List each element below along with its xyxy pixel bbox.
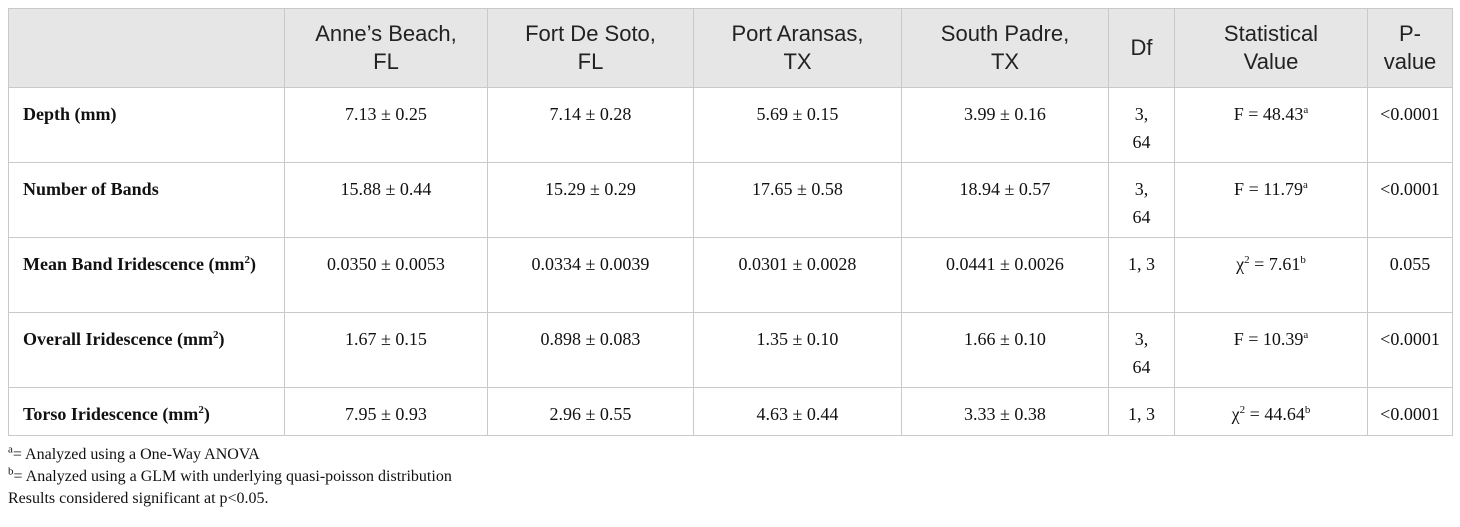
cell-statistical-value: F = 11.79a (1174, 162, 1368, 238)
cell-df: 3, 64 (1108, 87, 1175, 163)
header-blank (8, 8, 285, 88)
cell-statistical-value: χ2 = 7.61b (1174, 237, 1368, 313)
header-south-padre: South Padre, TX (901, 8, 1109, 88)
header-row: Anne’s Beach, FL Fort De Soto, FL Port Ara… (8, 8, 1453, 88)
footnotes: a= Analyzed using a One-Way ANOVA b= Ana… (8, 444, 1452, 510)
footnote-b: b= Analyzed using a GLM with underlying … (8, 465, 452, 485)
cell-df: 3, 64 (1108, 312, 1175, 388)
cell-south-padre: 18.94 ± 0.57 (901, 162, 1109, 238)
cell-port-aransas: 0.0301 ± 0.0028 (693, 237, 902, 313)
cell-annes-beach: 15.88 ± 0.44 (284, 162, 488, 238)
cell-p-value: <0.0001 (1367, 312, 1453, 388)
row-label: Mean Band Iridescence (mm2) (8, 237, 285, 313)
cell-south-padre: 1.66 ± 0.10 (901, 312, 1109, 388)
table-row: Overall Iridescence (mm2) 1.67 ± 0.15 0.… (8, 312, 1453, 388)
cell-df: 3, 64 (1108, 162, 1175, 238)
cell-fort-de-soto: 7.14 ± 0.28 (487, 87, 694, 163)
cell-df: 1, 3 (1108, 387, 1175, 436)
footnote-significance: Results considered significant at p<0.05… (8, 490, 269, 507)
cell-fort-de-soto: 0.0334 ± 0.0039 (487, 237, 694, 313)
cell-port-aransas: 4.63 ± 0.44 (693, 387, 902, 436)
cell-statistical-value: F = 48.43a (1174, 87, 1368, 163)
cell-annes-beach: 7.95 ± 0.93 (284, 387, 488, 436)
cell-south-padre: 0.0441 ± 0.0026 (901, 237, 1109, 313)
cell-annes-beach: 0.0350 ± 0.0053 (284, 237, 488, 313)
cell-annes-beach: 7.13 ± 0.25 (284, 87, 488, 163)
cell-annes-beach: 1.67 ± 0.15 (284, 312, 488, 388)
row-label: Overall Iridescence (mm2) (8, 312, 285, 388)
header-fort-de-soto: Fort De Soto, FL (487, 8, 694, 88)
cell-p-value: <0.0001 (1367, 387, 1453, 436)
cell-port-aransas: 1.35 ± 0.10 (693, 312, 902, 388)
cell-port-aransas: 5.69 ± 0.15 (693, 87, 902, 163)
cell-p-value: <0.0001 (1367, 162, 1453, 238)
cell-south-padre: 3.99 ± 0.16 (901, 87, 1109, 163)
table-container: Anne’s Beach, FL Fort De Soto, FL Port Ara… (8, 8, 1453, 510)
cell-statistical-value: χ2 = 44.64b (1174, 387, 1368, 436)
cell-fort-de-soto: 0.898 ± 0.083 (487, 312, 694, 388)
row-label: Torso Iridescence (mm2) (8, 387, 285, 436)
table-row: Number of Bands 15.88 ± 0.44 15.29 ± 0.2… (8, 162, 1453, 238)
header-port-aransas: Port Aransas, TX (693, 8, 902, 88)
cell-south-padre: 3.33 ± 0.38 (901, 387, 1109, 436)
header-statistical-value: Statistical Value (1174, 8, 1368, 88)
results-table: Anne’s Beach, FL Fort De Soto, FL Port Ara… (8, 8, 1453, 436)
table-row: Torso Iridescence (mm2) 7.95 ± 0.93 2.96… (8, 387, 1453, 436)
cell-p-value: <0.0001 (1367, 87, 1453, 163)
row-label: Depth (mm) (8, 87, 285, 163)
cell-fort-de-soto: 2.96 ± 0.55 (487, 387, 694, 436)
header-annes-beach: Anne’s Beach, FL (284, 8, 488, 88)
table-row: Depth (mm) 7.13 ± 0.25 7.14 ± 0.28 5.69 … (8, 87, 1453, 163)
footnote-a: a= Analyzed using a One-Way ANOVA (8, 443, 260, 463)
row-label: Number of Bands (8, 162, 285, 238)
table-row: Mean Band Iridescence (mm2) 0.0350 ± 0.0… (8, 237, 1453, 313)
cell-df: 1, 3 (1108, 237, 1175, 313)
cell-statistical-value: F = 10.39a (1174, 312, 1368, 388)
cell-port-aransas: 17.65 ± 0.58 (693, 162, 902, 238)
header-p-value: P-value (1367, 8, 1453, 88)
cell-fort-de-soto: 15.29 ± 0.29 (487, 162, 694, 238)
header-df: Df (1108, 8, 1175, 88)
cell-p-value: 0.055 (1367, 237, 1453, 313)
